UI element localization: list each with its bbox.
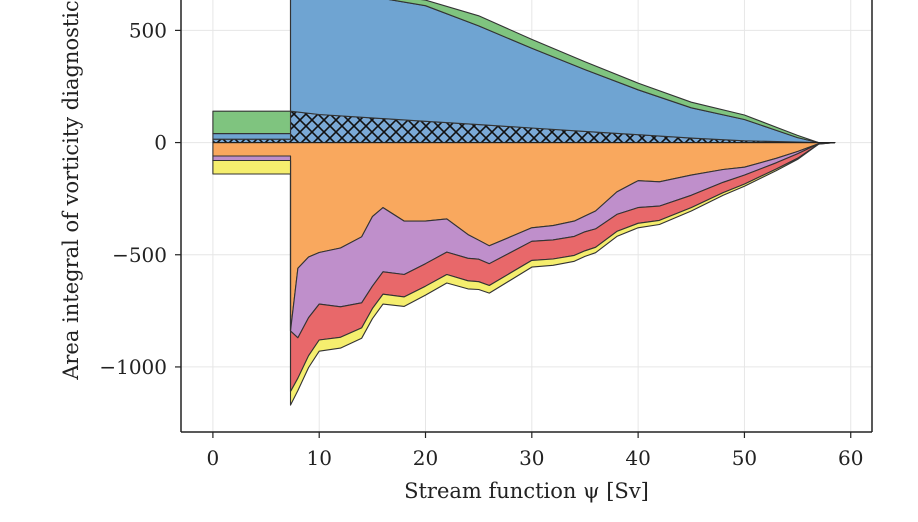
- y-tick-label: 500: [129, 18, 167, 42]
- x-tick-label: 20: [413, 446, 438, 470]
- x-tick-label: 10: [306, 446, 331, 470]
- negative-series-area-3: [212, 142, 836, 406]
- axes: 0 10 20 30 40 50 60 500 0 −500 −1000: [99, 0, 873, 470]
- x-tick-label: 0: [207, 446, 220, 470]
- x-tick-label: 40: [625, 446, 650, 470]
- y-tick-label: −500: [112, 243, 167, 267]
- y-tick-label: 0: [154, 131, 167, 155]
- x-axis-label: Stream function ψ [Sv]: [404, 479, 649, 503]
- y-axis-label: Area integral of vorticity diagnostic: [59, 0, 83, 381]
- x-tick-label: 50: [732, 446, 757, 470]
- y-tick-label: −1000: [99, 355, 167, 379]
- x-tick-label: 30: [519, 446, 544, 470]
- x-tick-label: 60: [838, 446, 863, 470]
- plot-areas: [212, 0, 836, 406]
